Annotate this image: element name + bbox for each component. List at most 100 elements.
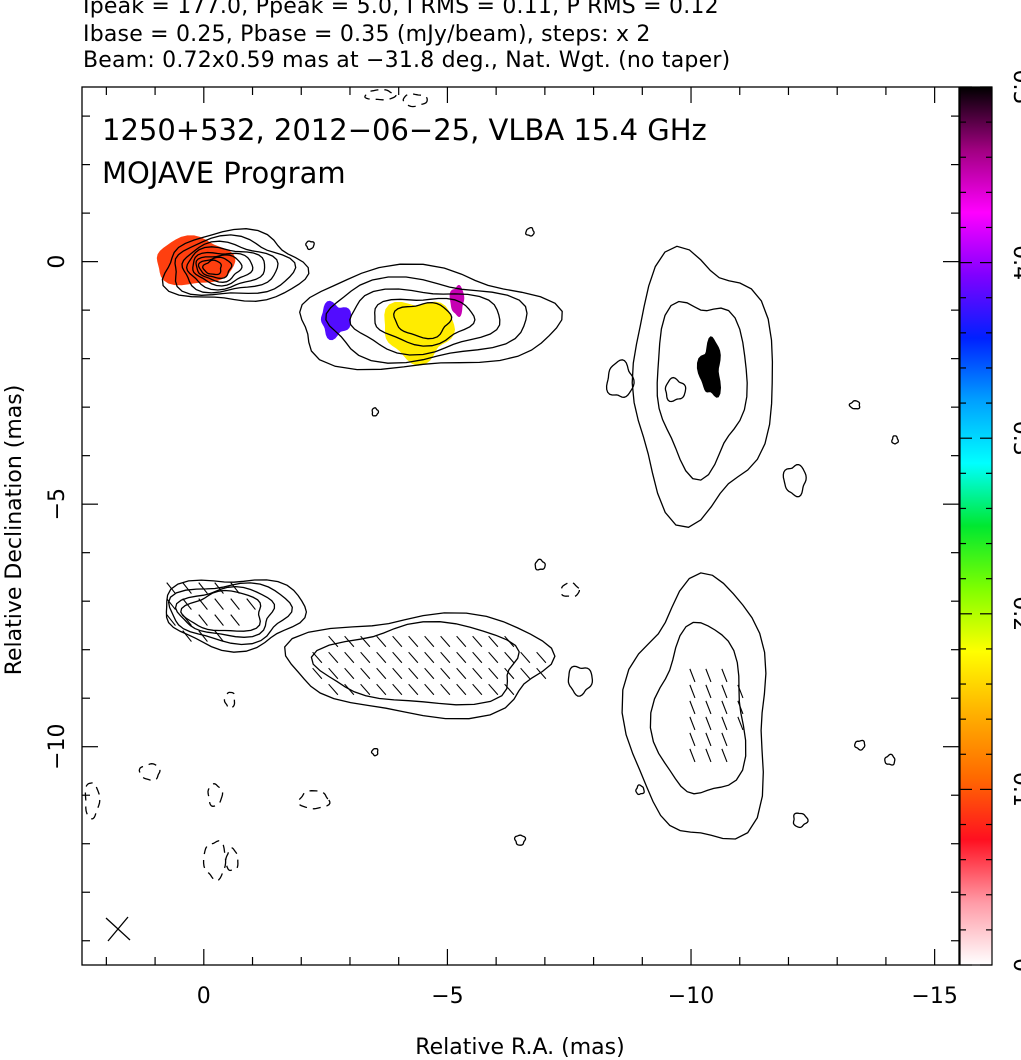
evpa-vector — [536, 651, 547, 664]
contour-island — [635, 784, 645, 796]
evpa-vector — [689, 700, 696, 715]
y-axis-label: Relative Declination (mas) — [2, 385, 27, 676]
evpa-vector — [214, 614, 224, 626]
evpa-vector — [344, 667, 355, 680]
evpa-vector — [392, 683, 403, 696]
evpa-vector — [392, 635, 403, 648]
contour-line — [621, 572, 767, 840]
contour-line — [165, 579, 308, 653]
evpa-vector — [182, 630, 192, 642]
evpa-vector — [689, 684, 696, 699]
evpa-vector — [705, 700, 712, 715]
evpa-vector — [376, 651, 387, 664]
polarization-patch — [320, 300, 352, 341]
contour-line — [656, 300, 748, 481]
evpa-vector — [246, 598, 256, 610]
contour-line — [299, 263, 563, 371]
evpa-vector — [198, 630, 208, 642]
evpa-vector — [408, 683, 419, 696]
header-line-3: Beam: 0.72x0.59 mas at −31.8 deg., Nat. … — [83, 48, 731, 73]
contour-island — [370, 748, 379, 757]
contour-line — [202, 259, 222, 276]
evpa-vector — [166, 582, 176, 594]
contour-line — [192, 251, 254, 287]
evpa-vector — [182, 598, 192, 610]
evpa-vector — [472, 667, 483, 680]
evpa-vector — [344, 635, 355, 648]
evpa-vector — [230, 598, 240, 610]
evpa-vector — [312, 651, 323, 664]
evpa-vector — [488, 651, 499, 664]
negative-contour — [364, 88, 397, 101]
evpa-vector — [705, 684, 712, 699]
contour-line — [310, 621, 520, 706]
contour-line — [631, 245, 774, 528]
evpa-vector — [166, 598, 176, 610]
evpa-vector — [328, 651, 339, 664]
colorbar-tick-label: 0 — [1008, 958, 1021, 972]
evpa-vector — [328, 683, 339, 696]
contour-island — [884, 753, 896, 766]
contour-layer — [84, 88, 899, 882]
contour-line — [161, 228, 310, 302]
evpa-vector — [408, 635, 419, 648]
evpa-vector — [230, 614, 240, 626]
evpa-vector — [689, 748, 696, 763]
polarization-patch — [696, 336, 721, 398]
evpa-vector — [705, 748, 712, 763]
evpa-vector — [198, 598, 208, 610]
evpa-vector — [456, 683, 467, 696]
x-tick-label: −15 — [911, 984, 957, 1009]
contour-island — [371, 407, 380, 417]
evpa-vector — [504, 683, 515, 696]
polarization-patch — [384, 301, 455, 366]
evpa-vector — [737, 700, 744, 715]
evpa-vector — [504, 667, 515, 680]
contour-island — [891, 435, 899, 445]
evpa-vector — [721, 748, 728, 763]
colorbar-tick-label: 0.1 — [1008, 772, 1021, 807]
contour-island — [513, 834, 527, 846]
evpa-vector — [408, 667, 419, 680]
evpa-vector — [360, 651, 371, 664]
negative-contour — [138, 763, 161, 782]
evpa-vector — [360, 635, 371, 648]
contour-island — [567, 665, 594, 697]
contour-line — [174, 585, 276, 638]
evpa-vector — [392, 651, 403, 664]
evpa-vector — [328, 635, 339, 648]
negative-contour — [202, 840, 227, 882]
contour-line — [349, 288, 501, 356]
evpa-vector — [504, 651, 515, 664]
colorbar-tick-label: 0.5 — [1008, 70, 1021, 105]
colorbar-ticks — [960, 86, 992, 966]
beam-marker — [105, 916, 131, 942]
evpa-vector — [424, 651, 435, 664]
x-axis-label: Relative R.A. (mas) — [415, 1035, 624, 1060]
colorbar-tick-label: 0.3 — [1008, 421, 1021, 456]
x-tick-label: 0 — [197, 984, 211, 1009]
evpa-vector — [721, 716, 728, 731]
contour-line — [284, 612, 556, 720]
evpa-vector — [360, 667, 371, 680]
contour-island — [605, 359, 635, 398]
x-tick-label: −10 — [668, 984, 714, 1009]
evpa-vector — [376, 683, 387, 696]
evpa-layer — [166, 582, 744, 763]
contour-island — [792, 812, 809, 829]
contour-line — [181, 240, 279, 294]
header-line-1: Ipeak = 177.0, Ppeak = 5.0, I RMS = 0.11… — [83, 0, 719, 19]
y-tick-label: −10 — [45, 723, 70, 769]
evpa-vector — [472, 683, 483, 696]
evpa-vector — [408, 651, 419, 664]
contour-line — [185, 246, 266, 291]
contour-line — [325, 276, 528, 364]
contour-island — [782, 463, 807, 498]
evpa-vector — [520, 651, 531, 664]
map-title-line-1: 1250+532, 2012−06−25, VLBA 15.4 GHz — [102, 113, 707, 147]
polarization-layer — [156, 235, 721, 398]
contour-island — [848, 400, 861, 410]
evpa-vector — [488, 635, 499, 648]
evpa-vector — [214, 582, 224, 594]
evpa-vector — [488, 683, 499, 696]
